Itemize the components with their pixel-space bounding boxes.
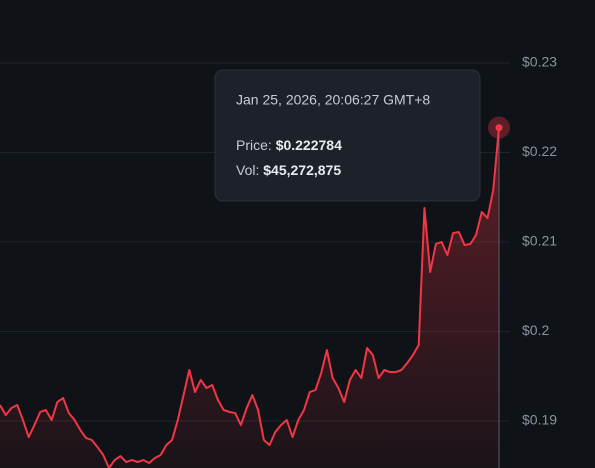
price-label: Price: <box>236 137 272 153</box>
y-tick-label: $0.21 <box>522 233 557 249</box>
plot <box>0 116 510 468</box>
tooltip: Jan 25, 2026, 20:06:27 GMT+8 Price: $0.2… <box>214 69 481 202</box>
y-tick-label: $0.23 <box>522 54 557 70</box>
price-line <box>0 127 500 468</box>
volume-label: Vol: <box>236 162 259 178</box>
tooltip-date: Jan 25, 2026, 20:06:27 GMT+8 <box>236 92 430 108</box>
volume-value: $45,272,875 <box>263 162 341 178</box>
y-tick-label: $0.19 <box>522 412 557 428</box>
tooltip-volume: Vol: $45,272,875 <box>236 162 341 178</box>
hover-dot <box>495 124 503 132</box>
y-tick-label: $0.2 <box>522 322 549 338</box>
y-tick-label: $0.22 <box>522 143 557 159</box>
area-fill <box>0 127 499 468</box>
price-value: $0.222784 <box>276 137 342 153</box>
tooltip-box <box>214 69 481 202</box>
tooltip-price: Price: $0.222784 <box>236 137 342 153</box>
